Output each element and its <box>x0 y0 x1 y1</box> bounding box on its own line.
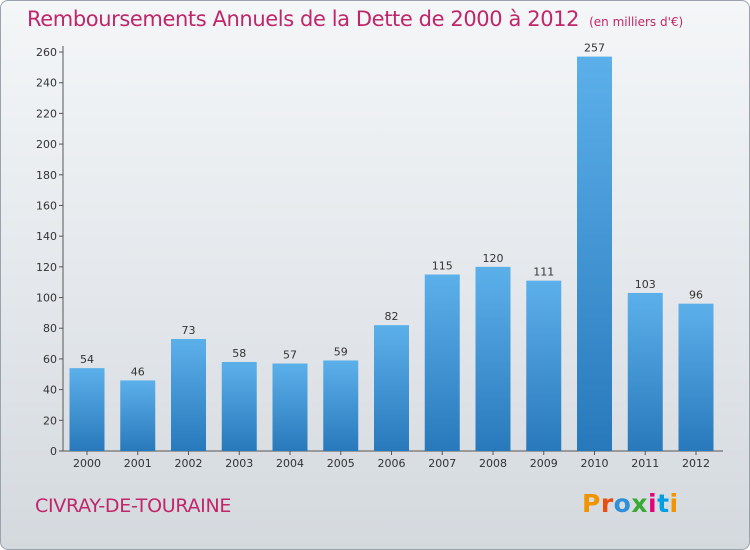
bar <box>577 56 612 451</box>
data-label: 115 <box>432 260 453 273</box>
data-label: 54 <box>80 353 94 366</box>
commune-name: CIVRAY-DE-TOURAINE <box>35 495 232 517</box>
unit-note: (en milliers d'€) <box>589 15 684 29</box>
data-label: 257 <box>584 42 605 55</box>
y-tick-label: 40 <box>43 384 57 397</box>
x-tick-label: 2002 <box>175 457 203 470</box>
x-tick-label: 2001 <box>124 457 152 470</box>
logo-letter: i <box>648 489 658 518</box>
y-tick-label: 0 <box>50 445 57 458</box>
data-label: 73 <box>182 324 196 337</box>
bar <box>424 274 460 451</box>
bar <box>272 363 308 451</box>
bar <box>475 266 511 451</box>
logo-letter: r <box>600 489 614 518</box>
y-tick-label: 20 <box>43 414 57 427</box>
proxiti-logo: Proxiti <box>582 489 679 518</box>
logo-letter: x <box>631 489 648 518</box>
bar <box>69 368 105 451</box>
bar <box>171 338 206 451</box>
bar <box>374 325 409 451</box>
axes: 0 20 40 60 80 100 120 140 160 180 200 220 240 260 2000… <box>36 46 723 470</box>
y-tick-label: 180 <box>36 169 57 182</box>
data-label: 59 <box>334 345 348 358</box>
chart-title: Remboursements Annuels de la Dette de 20… <box>27 7 580 31</box>
y-tick-label: 200 <box>36 138 57 151</box>
y-tick-label: 220 <box>36 107 57 120</box>
bar <box>120 380 156 451</box>
x-tick-label: 2008 <box>479 457 507 470</box>
logo-letter: o <box>613 489 632 518</box>
logo-letter: t <box>657 489 670 518</box>
y-tick-label: 160 <box>36 199 57 212</box>
bar <box>678 303 714 451</box>
bar <box>221 361 257 451</box>
bar <box>323 360 359 451</box>
x-tick-label: 2000 <box>73 457 101 470</box>
x-tick-label: 2007 <box>428 457 456 470</box>
bar <box>526 280 562 451</box>
y-tick-label: 80 <box>43 322 57 335</box>
x-tick-label: 2003 <box>225 457 253 470</box>
x-tick-label: 2010 <box>581 457 609 470</box>
y-tick-label: 100 <box>36 292 57 305</box>
data-label: 58 <box>232 347 246 360</box>
data-label: 57 <box>283 349 297 362</box>
logo-letter: P <box>582 489 601 518</box>
x-tick-label: 2012 <box>682 457 710 470</box>
title-row: Remboursements Annuels de la Dette de 20… <box>27 7 683 31</box>
x-tick-label: 2009 <box>530 457 558 470</box>
x-tick-label: 2011 <box>631 457 659 470</box>
data-label: 120 <box>483 252 504 265</box>
bar <box>627 292 663 451</box>
y-tick-label: 240 <box>36 77 57 90</box>
y-tick-label: 260 <box>36 46 57 59</box>
x-tick-label: 2005 <box>327 457 355 470</box>
x-tick-label: 2006 <box>378 457 406 470</box>
x-tick-label: 2004 <box>276 457 304 470</box>
data-labels: 54 46 73 58 57 59 82 115 120 111 257 103 96 <box>80 42 703 379</box>
data-label: 82 <box>385 310 399 323</box>
data-label: 103 <box>635 278 656 291</box>
y-tick-label: 120 <box>36 261 57 274</box>
y-tick-label: 140 <box>36 230 57 243</box>
data-label: 46 <box>131 365 145 378</box>
bars <box>69 56 714 451</box>
logo-letter: i <box>669 489 679 518</box>
data-label: 111 <box>533 266 554 279</box>
y-tick-label: 60 <box>43 353 57 366</box>
data-label: 96 <box>689 289 703 302</box>
